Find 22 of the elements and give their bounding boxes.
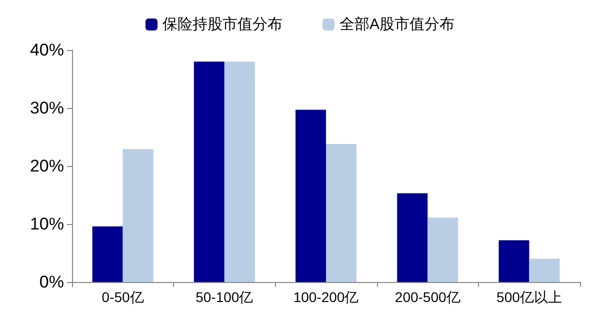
y-tick-label: 0% [39, 272, 64, 292]
legend-label: 保险持股市值分布 [162, 16, 282, 33]
bar [296, 110, 326, 282]
bar [529, 258, 560, 282]
bar [397, 193, 428, 282]
x-tick-label: 200-500亿 [394, 289, 460, 305]
y-tick-label: 10% [30, 214, 64, 234]
bar [122, 149, 154, 282]
bar [194, 62, 224, 282]
x-tick-label: 0-50亿 [102, 289, 144, 305]
bar [498, 240, 530, 282]
x-tick-label: 50-100亿 [196, 289, 254, 305]
bar [326, 144, 356, 282]
x-tick-label: 100-200亿 [293, 289, 359, 305]
x-tick-label: 500亿以上 [496, 289, 562, 305]
bar [92, 226, 123, 282]
y-tick-label: 30% [30, 98, 64, 118]
bar [224, 62, 255, 282]
legend-label: 全部A股市值分布 [340, 16, 455, 33]
y-tick-label: 40% [30, 40, 64, 60]
bar [428, 218, 458, 282]
y-tick-label: 20% [30, 156, 64, 176]
